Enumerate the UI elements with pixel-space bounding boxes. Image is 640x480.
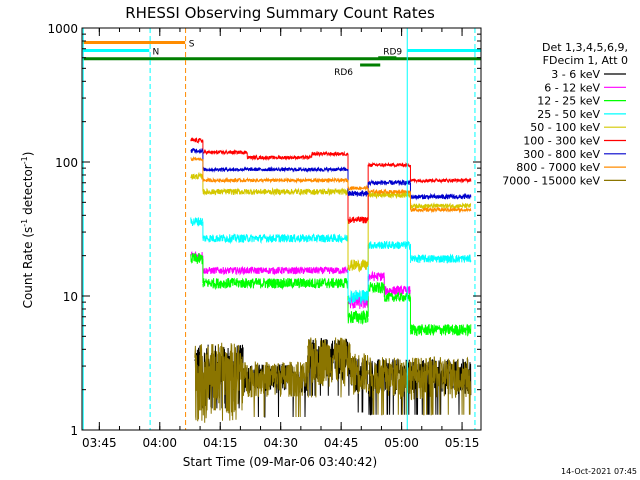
x-tick-label: 05:15 xyxy=(445,436,480,450)
flag-label-s: S xyxy=(189,39,195,49)
series-7000-15000-kev xyxy=(194,337,472,423)
series-segment xyxy=(202,277,349,291)
series-segment xyxy=(347,189,369,197)
series-segment xyxy=(410,192,472,201)
series-segment xyxy=(367,356,472,416)
series-segment xyxy=(410,323,472,337)
series-segment xyxy=(347,259,369,273)
series-segment xyxy=(190,147,203,155)
x-tick-label: 04:00 xyxy=(142,436,177,450)
vlines-layer xyxy=(82,28,476,430)
legend-label: 7000 - 15000 keV xyxy=(502,174,600,187)
series-segment xyxy=(246,154,313,161)
series-segment xyxy=(347,184,369,192)
series-segment xyxy=(367,281,385,294)
legend-header-line1: Det 1,3,4,5,6,9, xyxy=(542,41,628,54)
series-segment xyxy=(367,188,411,195)
y-tick-label: 100 xyxy=(55,156,78,170)
series-segment xyxy=(383,291,411,303)
x-tick-label: 04:30 xyxy=(263,436,298,450)
y-label-sup2: -1 xyxy=(20,156,29,164)
legend-label: 100 - 300 keV xyxy=(523,135,600,148)
series-segment xyxy=(190,137,204,144)
x-tick-label: 03:45 xyxy=(82,436,117,450)
series-segment xyxy=(367,240,411,251)
x-tick-label: 04:45 xyxy=(324,436,359,450)
series-segment xyxy=(202,265,349,276)
series-segment xyxy=(202,166,349,174)
traces-layer xyxy=(190,137,472,423)
legend-label: 50 - 100 keV xyxy=(530,121,600,134)
series-segment xyxy=(202,176,349,184)
series-segment xyxy=(410,253,472,264)
flag-label-rd6: RD6 xyxy=(334,68,353,78)
legend: Det 1,3,4,5,6,9, FDecim 1, Att 0 3 - 6 k… xyxy=(502,41,628,187)
series-segment xyxy=(347,310,369,325)
series-segment xyxy=(202,187,349,197)
series-segment xyxy=(367,270,385,283)
series-segment xyxy=(190,156,204,162)
x-tick-label: 04:15 xyxy=(203,436,238,450)
y-axis-label: Count Rate (s-1 detector-1) xyxy=(20,152,35,309)
legend-header-line2: FDecim 1, Att 0 xyxy=(543,54,628,67)
legend-label: 25 - 50 keV xyxy=(537,108,600,121)
y-label-base: Count Rate (s xyxy=(21,227,35,309)
series-segment xyxy=(202,148,248,156)
y-label-sup1: -1 xyxy=(20,219,29,227)
legend-label: 300 - 800 keV xyxy=(523,148,600,161)
footer-date: 14-Oct-2021 07:45 xyxy=(561,467,637,476)
y-tick-label: 1000 xyxy=(47,22,78,36)
plot-frame xyxy=(81,27,482,431)
series-segment xyxy=(307,337,351,398)
y-label-mid: detector xyxy=(21,164,35,219)
series-segment xyxy=(190,171,204,181)
x-axis: 03:45 04:00 04:15 04:30 04:45 05:00 05:15 xyxy=(82,28,479,450)
flag-label-rd9: RD9 xyxy=(383,48,402,58)
series-segment xyxy=(190,252,204,265)
series-segment xyxy=(190,217,204,227)
series-25-50-kev xyxy=(190,217,472,306)
series-12-25-kev xyxy=(190,252,472,337)
series-segment xyxy=(410,201,472,211)
series-segment xyxy=(194,342,244,423)
flags-layer: S N RD6 RD9 xyxy=(82,39,481,78)
legend-label: 3 - 6 keV xyxy=(551,68,600,81)
y-tick-label: 10 xyxy=(63,290,78,304)
flag-label-n: N xyxy=(153,47,160,57)
series-segment xyxy=(410,177,472,184)
x-axis-label: Start Time (09-Mar-06 03:40:42) xyxy=(183,455,377,469)
x-tick-label: 05:00 xyxy=(384,436,419,450)
series-segment xyxy=(347,294,369,310)
series-segment xyxy=(367,178,411,187)
legend-label: 800 - 7000 keV xyxy=(516,161,600,174)
series-800-7000-kev xyxy=(190,156,472,214)
series-segment xyxy=(242,361,308,418)
series-segment xyxy=(311,150,349,158)
chart-title: RHESSI Observing Summary Count Rates xyxy=(125,4,435,22)
series-segment xyxy=(347,216,369,224)
series-segment xyxy=(410,206,472,214)
y-axis: 1 10 100 1000 xyxy=(47,22,481,438)
legend-label: 6 - 12 keV xyxy=(544,81,600,94)
legend-label: 12 - 25 keV xyxy=(537,95,600,108)
series-segment xyxy=(202,233,349,245)
series-segment xyxy=(367,161,411,168)
y-label-end: ) xyxy=(21,152,35,157)
series-segment xyxy=(347,289,369,306)
series-segment xyxy=(349,352,369,395)
y-tick-label: 1 xyxy=(70,424,78,438)
